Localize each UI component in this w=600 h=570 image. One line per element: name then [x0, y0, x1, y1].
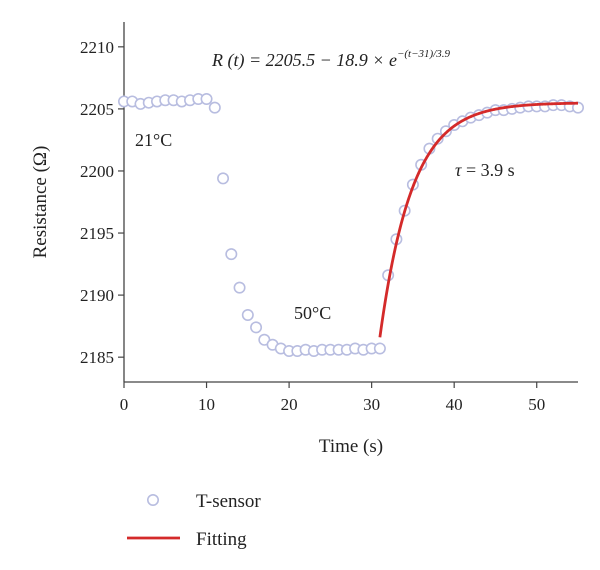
x-tick-label: 50	[528, 395, 545, 414]
data-point	[373, 342, 386, 355]
sensor-points	[118, 92, 584, 357]
tau-value: = 3.9 s	[461, 160, 514, 180]
data-point	[208, 101, 221, 114]
x-tick-label: 20	[281, 395, 298, 414]
data-point	[250, 321, 263, 334]
label-50c: 50°C	[294, 303, 331, 323]
legend: T-sensor Fitting	[127, 491, 261, 550]
data-point	[200, 92, 213, 105]
legend-label-fitting: Fitting	[196, 529, 247, 550]
equation-prefix: R (t) = 2205.5 − 18.9 ×	[211, 50, 389, 71]
data-point	[241, 308, 254, 321]
y-tick-label: 2185	[80, 348, 114, 367]
y-tick-label: 2190	[80, 286, 114, 305]
x-ticks: 0 10 20 30 40 50	[120, 382, 545, 414]
data-point	[233, 281, 246, 294]
equation-e: e	[389, 50, 397, 70]
data-point	[225, 248, 238, 261]
label-21c: 21°C	[135, 130, 172, 150]
equation-annotation: R (t) = 2205.5 − 18.9 × e−(t−31)/3.9	[211, 48, 450, 71]
fitting-line	[378, 101, 579, 338]
y-tick-label: 2195	[80, 224, 114, 243]
x-tick-label: 40	[446, 395, 463, 414]
y-axis-title: Resistance (Ω)	[30, 146, 51, 259]
legend-marker-t-sensor	[147, 493, 160, 506]
x-tick-label: 10	[198, 395, 215, 414]
data-point	[571, 101, 584, 114]
y-ticks: 2185 2190 2195 2200 2205 2210	[80, 38, 124, 367]
legend-label-t-sensor: T-sensor	[196, 491, 261, 512]
y-tick-label: 2205	[80, 100, 114, 119]
tau-annotation: τ = 3.9 s	[455, 160, 515, 180]
x-tick-label: 0	[120, 395, 129, 414]
x-tick-label: 30	[363, 395, 380, 414]
y-tick-label: 2200	[80, 162, 114, 181]
y-tick-label: 2210	[80, 38, 114, 57]
data-point	[217, 172, 230, 185]
tau-symbol: τ	[455, 160, 462, 180]
equation-exponent: −(t−31)/3.9	[397, 48, 451, 60]
x-axis-title: Time (s)	[319, 436, 383, 457]
